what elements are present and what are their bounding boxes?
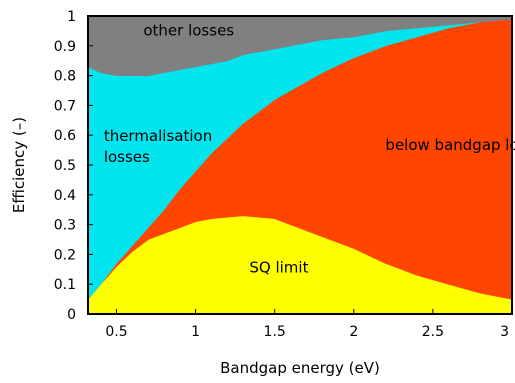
region-labels: other losses thermalisation losses below ba… [104, 21, 515, 276]
y-tick-label: 0.7 [54, 98, 76, 114]
x-axis-ticks: 0.5 1 1.5 2 2.5 3 [105, 309, 513, 340]
region-label-sq-limit: SQ limit [249, 258, 308, 276]
x-tick-label: 1.5 [264, 324, 286, 340]
y-tick-label: 0.4 [54, 188, 76, 204]
y-tick-label: 0.1 [54, 277, 76, 293]
y-tick-label: 0.5 [54, 158, 76, 174]
x-tick-label: 2 [349, 324, 358, 340]
region-label-below-bandgap-losses: below bandgap losses [385, 136, 515, 154]
y-axis-ticks: 0 0.1 0.2 0.3 0.4 0.5 0.6 0.7 0.8 0.9 1 [54, 9, 93, 323]
x-tick-label: 0.5 [105, 324, 127, 340]
x-tick-label: 1 [191, 324, 200, 340]
y-tick-label: 0.2 [54, 247, 76, 263]
y-axis-title: Efficiency (–) [10, 117, 28, 213]
x-tick-label: 3 [500, 324, 509, 340]
y-tick-label: 0.9 [54, 39, 76, 55]
region-label-thermalisation-losses: thermalisation losses [104, 127, 212, 166]
y-tick-label: 0 [67, 307, 76, 323]
region-label-other-losses: other losses [143, 21, 234, 39]
x-axis-title: Bandgap energy (eV) [220, 359, 380, 377]
y-tick-label: 0.6 [54, 128, 76, 144]
y-tick-label: 0.8 [54, 69, 76, 85]
y-tick-label: 0.3 [54, 218, 76, 234]
y-tick-label: 1 [67, 9, 76, 25]
regions-layer [87, 15, 513, 315]
x-tick-label: 2.5 [422, 324, 444, 340]
